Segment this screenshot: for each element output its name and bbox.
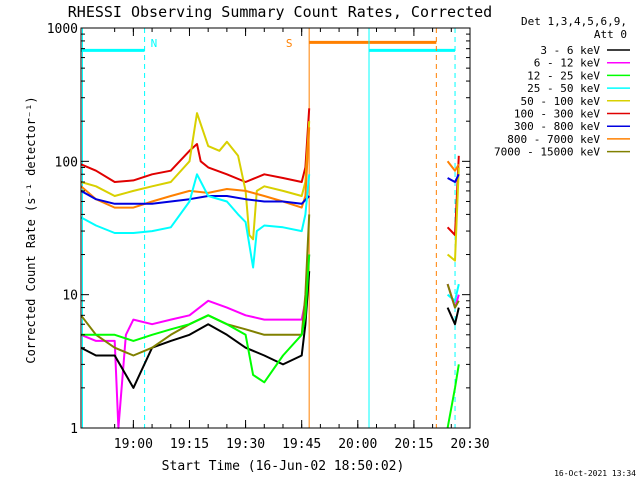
legend-label: 50 - 100 keV <box>521 95 601 108</box>
series-line-6-12-kev <box>80 254 460 429</box>
x-tick-label: 20:30 <box>450 437 489 452</box>
legend-label: 100 - 300 keV <box>514 108 600 121</box>
series-line-800-7000-kev <box>80 127 460 209</box>
legend-label: 25 - 50 keV <box>527 82 600 95</box>
x-tick-label: 20:15 <box>394 437 433 452</box>
series-line-25-50-kev <box>80 173 460 302</box>
y-tick-label: 1000 <box>47 22 78 37</box>
x-tick-label: 19:00 <box>114 437 153 452</box>
legend-label: 300 - 800 keV <box>514 120 600 133</box>
series-line-50-100-kev <box>80 112 460 262</box>
legend-label: 7000 - 15000 keV <box>494 146 600 159</box>
series-line-12-25-kev <box>81 254 460 429</box>
legend-label: 6 - 12 keV <box>534 57 601 70</box>
annotation-N: N <box>151 37 158 50</box>
series-line-100-300-kev <box>80 108 460 236</box>
chart-title: RHESSI Observing Summary Count Rates, Co… <box>68 3 492 21</box>
footer-timestamp: 16-Oct-2021 13:34 <box>554 469 636 478</box>
series-line-3-6-kev <box>80 271 460 389</box>
legend-header: Det 1,3,4,5,6,9, <box>521 15 627 28</box>
x-tick-label: 19:45 <box>282 437 321 452</box>
legend-header: Att 0 <box>594 28 627 41</box>
y-tick-label: 1 <box>70 422 78 437</box>
legend-label: 3 - 6 keV <box>540 44 600 57</box>
y-tick-label: 10 <box>62 289 78 304</box>
series-line-7000-15000-kev <box>80 214 460 357</box>
x-tick-label: 19:30 <box>226 437 265 452</box>
legend-label: 12 - 25 keV <box>527 69 600 82</box>
y-tick-label: 100 <box>55 155 78 170</box>
plot-area: N S 1 10 100 1000 19:00 19:15 19:30 19:45 20:00 20:… <box>47 22 490 452</box>
legend-label: 800 - 7000 keV <box>507 133 600 146</box>
y-axis-label: Corrected Count Rate (s⁻¹ detector⁻¹) <box>24 96 38 363</box>
x-tick-label: 19:15 <box>170 437 209 452</box>
x-axis-label: Start Time (16-Jun-02 18:50:02) <box>162 459 405 474</box>
annotation-S: S <box>286 37 293 50</box>
plot-frame <box>80 27 471 429</box>
x-tick-label: 20:00 <box>338 437 377 452</box>
series-line-300-800-kev <box>80 173 460 205</box>
